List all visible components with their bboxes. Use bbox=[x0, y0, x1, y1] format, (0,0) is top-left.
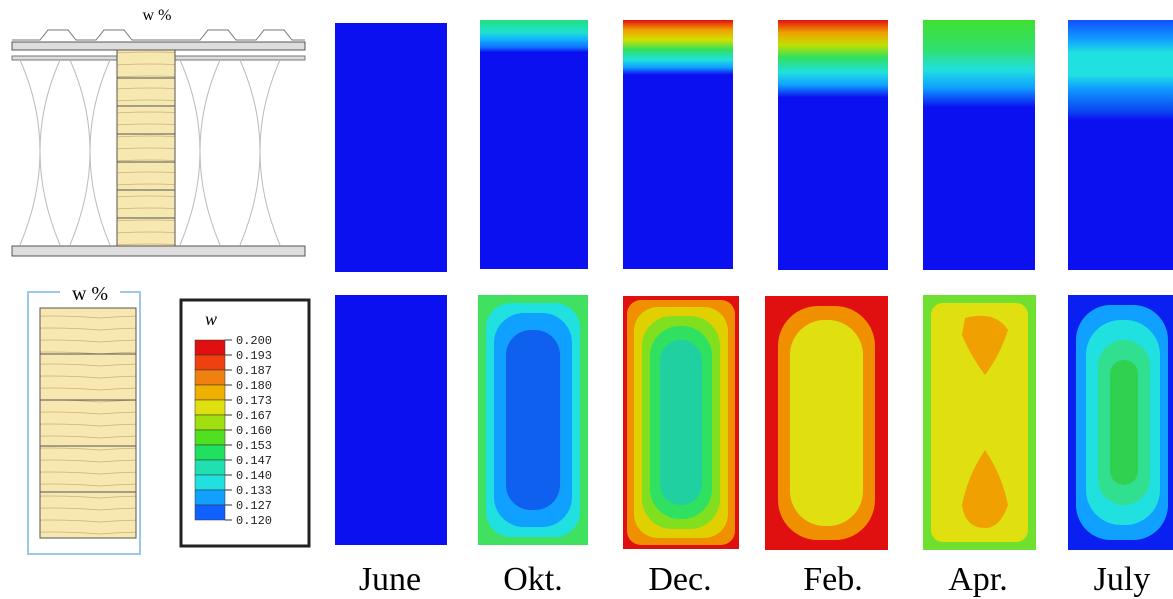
figure: w % w % w 0.2000.1930.1870.1800.1730.167… bbox=[0, 0, 1173, 599]
month-label: July bbox=[1094, 561, 1151, 598]
legend-label: 0.173 bbox=[236, 394, 272, 408]
legend-label: 0.133 bbox=[236, 484, 272, 498]
legend-label: 0.160 bbox=[236, 424, 272, 438]
bottom-panels bbox=[335, 295, 1173, 550]
legend-swatch bbox=[195, 355, 225, 370]
month-label: June bbox=[359, 561, 421, 598]
legend-label: 0.187 bbox=[236, 364, 272, 378]
legend-swatch bbox=[195, 430, 225, 445]
legend-label: 0.153 bbox=[236, 439, 272, 453]
section-label: w % bbox=[72, 283, 108, 305]
month-label: Dec. bbox=[648, 561, 711, 598]
legend-label: 0.127 bbox=[236, 499, 272, 513]
month-label: Okt. bbox=[503, 561, 563, 598]
legend-label: 0.140 bbox=[236, 469, 272, 483]
top-panels bbox=[335, 20, 1173, 272]
legend-swatch bbox=[195, 490, 225, 505]
month-label: Apr. bbox=[948, 561, 1008, 598]
month-labels: June Okt. Dec. Feb. Apr. July bbox=[359, 561, 1151, 598]
legend-swatch bbox=[195, 370, 225, 385]
cross-section: w % bbox=[28, 283, 140, 554]
month-label: Feb. bbox=[803, 561, 863, 598]
legend-label: 0.167 bbox=[236, 409, 272, 423]
legend-swatch bbox=[195, 415, 225, 430]
legend-swatch bbox=[195, 505, 225, 520]
legend: w 0.2000.1930.1870.1800.1730.1670.1600.1… bbox=[181, 300, 309, 546]
legend-swatch bbox=[195, 475, 225, 490]
legend-swatch bbox=[195, 400, 225, 415]
legend-swatch bbox=[195, 445, 225, 460]
legend-label: 0.180 bbox=[236, 379, 272, 393]
legend-swatch bbox=[195, 460, 225, 475]
legend-title: w bbox=[205, 309, 217, 329]
legend-label: 0.147 bbox=[236, 454, 272, 468]
legend-swatch bbox=[195, 340, 225, 355]
legend-label: 0.200 bbox=[236, 334, 272, 348]
wall-label: w % bbox=[143, 7, 172, 24]
legend-label: 0.193 bbox=[236, 349, 272, 363]
legend-label: 0.120 bbox=[236, 514, 272, 528]
legend-swatch bbox=[195, 385, 225, 400]
wall-diagram: w % bbox=[12, 7, 305, 256]
